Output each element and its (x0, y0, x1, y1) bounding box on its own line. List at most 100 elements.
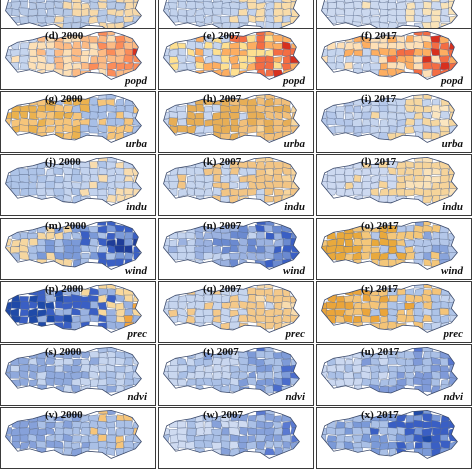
county-polygon (282, 8, 292, 17)
county-polygon (265, 15, 275, 23)
county-polygon (423, 40, 432, 49)
county-polygon (421, 111, 432, 120)
county-polygon (167, 371, 179, 379)
county-polygon (229, 7, 240, 17)
county-polygon (264, 161, 275, 170)
county-polygon (115, 111, 125, 120)
county-polygon (282, 441, 291, 449)
county-polygon (45, 252, 56, 261)
county-polygon (116, 427, 125, 436)
county-polygon (379, 187, 390, 197)
county-polygon (193, 167, 205, 176)
county-polygon (344, 8, 355, 17)
county-polygon (395, 161, 407, 170)
county-polygon (194, 133, 206, 141)
county-polygon (62, 55, 74, 65)
county-polygon (90, 314, 100, 323)
county-polygon (422, 231, 433, 240)
county-polygon (360, 357, 372, 367)
county-polygon (431, 287, 443, 296)
county-polygon (29, 49, 38, 57)
county-polygon (11, 8, 20, 17)
county-polygon (115, 371, 125, 380)
county-polygon (404, 117, 416, 126)
county-polygon (370, 239, 380, 247)
map-panel: (v) 2000 (0, 407, 156, 469)
county-polygon (177, 14, 188, 24)
county-polygon (45, 62, 56, 71)
county-polygon (53, 440, 64, 449)
county-polygon (45, 357, 57, 365)
county-polygon (360, 55, 371, 64)
map-panel: (u) 2017 ndvi (316, 344, 472, 406)
county-polygon (114, 245, 125, 254)
county-polygon (431, 182, 441, 190)
county-polygon (255, 308, 266, 316)
county-polygon (273, 61, 283, 69)
county-polygon (62, 1, 73, 10)
county-polygon (423, 181, 432, 189)
county-polygon (431, 419, 442, 429)
county-polygon (90, 55, 99, 64)
county-polygon (177, 0, 187, 9)
county-polygon (186, 104, 198, 113)
county-polygon (203, 125, 214, 134)
map-panel: (s) 2000 ndvi (0, 344, 156, 406)
county-polygon (256, 41, 266, 50)
county-polygon (370, 252, 381, 261)
county-polygon (202, 358, 213, 367)
county-polygon (220, 188, 231, 198)
county-polygon (194, 231, 204, 239)
county-polygon (194, 238, 205, 247)
county-polygon (114, 224, 126, 232)
county-polygon (203, 0, 213, 3)
county-polygon (45, 104, 56, 112)
county-polygon (88, 294, 100, 303)
county-polygon (396, 365, 407, 374)
county-polygon (132, 434, 142, 443)
county-polygon (361, 8, 371, 17)
county-polygon (238, 314, 249, 323)
county-polygon (185, 294, 196, 303)
county-polygon (360, 302, 372, 311)
county-polygon (412, 321, 424, 330)
county-polygon (44, 118, 56, 126)
county-polygon (18, 55, 30, 64)
county-polygon (343, 48, 355, 58)
county-polygon (439, 314, 450, 324)
county-polygon (352, 42, 363, 51)
county-polygon (80, 62, 92, 70)
choropleth-map (163, 94, 300, 143)
county-polygon (62, 231, 72, 241)
county-cells (5, 94, 142, 142)
choropleth-map (163, 31, 300, 80)
county-polygon (18, 124, 31, 133)
county-polygon (404, 0, 415, 3)
county-polygon (334, 125, 346, 134)
county-polygon (281, 358, 292, 367)
county-polygon (186, 420, 197, 429)
county-polygon (106, 232, 116, 240)
county-polygon (71, 378, 82, 387)
county-polygon (44, 294, 56, 303)
county-polygon (413, 48, 424, 57)
county-polygon (10, 365, 20, 373)
county-polygon (45, 307, 56, 317)
county-polygon (63, 42, 73, 50)
county-polygon (115, 0, 125, 3)
county-polygon (283, 238, 292, 247)
county-polygon (177, 167, 188, 176)
county-polygon (203, 111, 214, 121)
county-polygon (264, 48, 274, 58)
map-panel: (i) 2017 urba (316, 91, 472, 153)
county-polygon (80, 15, 91, 24)
county-polygon (361, 168, 372, 176)
county-polygon (62, 49, 73, 57)
county-polygon (177, 118, 187, 127)
county-polygon (123, 378, 135, 386)
county-polygon (115, 104, 126, 113)
panel-label: (p) 2000 (45, 283, 84, 295)
county-polygon (273, 188, 284, 196)
county-polygon (10, 41, 20, 51)
county-polygon (29, 174, 38, 184)
